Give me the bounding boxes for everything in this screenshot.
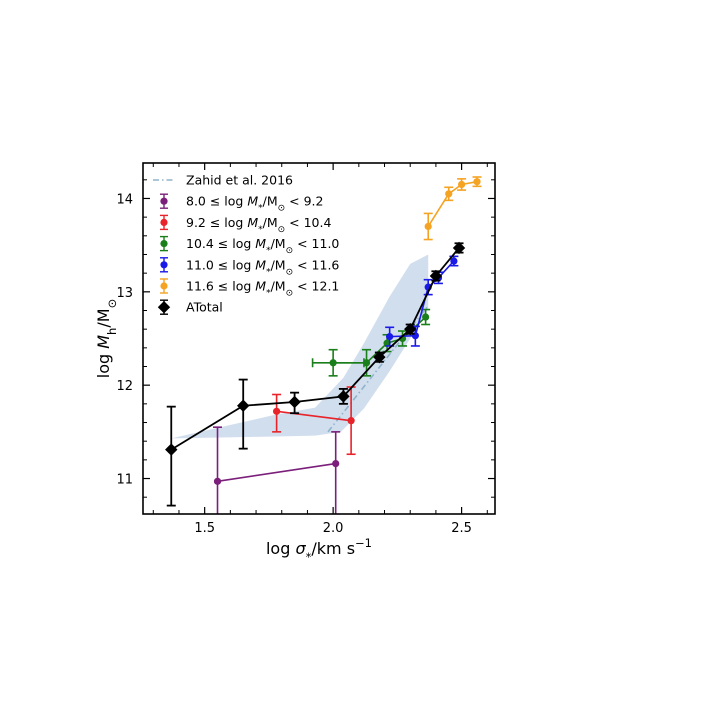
label-part: * <box>266 267 271 277</box>
label-part: M <box>247 215 258 230</box>
data-point <box>422 313 430 321</box>
data-point <box>332 459 340 468</box>
label-part: /M <box>263 194 278 209</box>
legend-label: 10.4 ≤ log M*/M⊙ < 11.0 <box>186 236 339 256</box>
data-point <box>373 350 386 364</box>
label-part: M <box>94 335 113 349</box>
data-point <box>213 477 222 485</box>
legend-marker <box>160 240 168 248</box>
label-part: ⊙ <box>278 204 286 214</box>
legend-label: 8.0 ≤ log M*/M⊙ < 9.2 <box>186 194 323 214</box>
data-point <box>273 407 281 415</box>
data-point <box>288 395 301 409</box>
legend-marker <box>160 197 168 205</box>
series-line <box>276 410 352 422</box>
label-part: * <box>258 225 263 235</box>
label-part: 11.6 ≤ log <box>186 279 255 294</box>
label-part: /M <box>271 257 286 272</box>
data-point <box>450 257 458 265</box>
data-point <box>404 322 417 336</box>
data-point <box>452 241 466 255</box>
label-part: * <box>266 289 271 299</box>
label-part: /km s <box>311 539 355 558</box>
series-line <box>217 462 336 483</box>
legend-label: 11.0 ≤ log M*/M⊙ < 11.6 <box>186 257 339 277</box>
x-tick-label: 1.5 <box>194 521 215 536</box>
label-part: < 11.6 <box>293 257 339 272</box>
ticks: 1.5 2.0 2.5 11 12 13 14 <box>116 163 495 536</box>
series-1 <box>272 386 356 456</box>
label-part: /M <box>94 308 113 327</box>
label-part: /M <box>271 236 286 251</box>
label-part: * <box>266 246 271 256</box>
label-part: M <box>255 279 266 294</box>
data-point <box>473 178 481 186</box>
label-part: M <box>255 236 266 251</box>
y-tick-label: 13 <box>116 286 133 301</box>
label-part: log <box>94 349 113 378</box>
label-part: σ <box>295 539 306 558</box>
plot-area <box>165 176 482 514</box>
label-part: 10.4 ≤ log <box>186 236 255 251</box>
series-line <box>427 180 478 227</box>
label-part: * <box>258 204 263 214</box>
label-part: < 11.0 <box>293 236 339 251</box>
legend-marker <box>160 282 168 290</box>
label-part: * <box>306 550 312 564</box>
data-point <box>386 333 394 341</box>
x-tick-label: 2.5 <box>451 521 472 536</box>
label-part: −1 <box>355 536 372 550</box>
data-point <box>457 180 466 189</box>
plot-frame <box>142 162 496 515</box>
label-part: < 12.1 <box>293 279 339 294</box>
series-4 <box>423 176 482 241</box>
label-part: ⊙ <box>105 299 119 309</box>
label-part: M <box>255 257 266 272</box>
y-tick-label: 11 <box>116 473 133 488</box>
series-0 <box>213 426 341 514</box>
legend-label: ATotal <box>186 300 223 315</box>
label-part: h <box>105 328 119 335</box>
label-part: M <box>247 194 258 209</box>
label-part: < 9.2 <box>285 194 323 209</box>
data-point <box>424 222 432 231</box>
label-part: /M <box>263 215 278 230</box>
zahid-band <box>171 254 429 439</box>
data-point <box>347 417 355 425</box>
label-part: ATotal <box>186 300 223 315</box>
data-point <box>445 190 453 198</box>
legend-marker <box>160 261 168 269</box>
data-point <box>337 390 350 403</box>
data-point <box>329 359 337 367</box>
data-point <box>165 443 178 456</box>
x-tick-label: 2.0 <box>323 521 344 536</box>
y-tick-label: 12 <box>116 379 133 394</box>
label-part: ⊙ <box>286 246 294 256</box>
legend-zahid-label: Zahid et al. 2016 <box>186 173 293 188</box>
data-point <box>429 269 443 283</box>
legend-label: 9.2 ≤ log M*/M⊙ < 10.4 <box>186 215 331 235</box>
legend-marker <box>157 301 171 314</box>
series-line <box>170 247 460 451</box>
legend-marker <box>160 218 168 226</box>
label-part: 8.0 ≤ log <box>186 194 247 209</box>
data-point <box>362 359 371 367</box>
data-point <box>237 399 250 412</box>
label-part: ⊙ <box>278 225 286 235</box>
x-axis-title: log σ*/km s−1 <box>266 536 372 564</box>
series-5 <box>165 241 466 507</box>
legend-label: 11.6 ≤ log M*/M⊙ < 12.1 <box>186 279 339 299</box>
label-part: 11.0 ≤ log <box>186 257 255 272</box>
label-part: 9.2 ≤ log <box>186 215 247 230</box>
label-part: /M <box>271 279 286 294</box>
label-part: ⊙ <box>286 267 294 277</box>
label-part: ⊙ <box>286 289 294 299</box>
y-axis-title: log Mh/M⊙ <box>94 299 119 378</box>
label-part: log <box>266 539 295 558</box>
y-tick-label: 14 <box>116 192 133 207</box>
label-part: < 10.4 <box>285 215 331 230</box>
